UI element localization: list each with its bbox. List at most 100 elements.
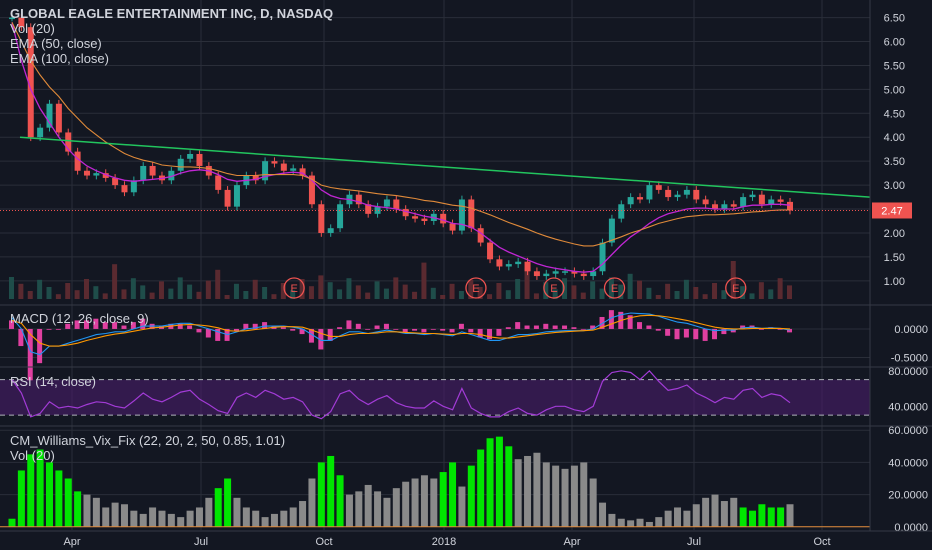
candle-body[interactable]	[571, 271, 578, 274]
candle-body[interactable]	[599, 242, 606, 272]
vix-fix-bar[interactable]	[542, 462, 550, 527]
vix-label[interactable]: CM_Williams_Vix_Fix (22, 20, 2, 50, 0.85…	[10, 433, 286, 448]
vix-fix-bar[interactable]	[195, 507, 203, 527]
vix-fix-bar[interactable]	[683, 510, 691, 527]
vix-fix-bar[interactable]	[242, 507, 250, 527]
candle-body[interactable]	[262, 161, 269, 181]
candle-body[interactable]	[487, 242, 494, 260]
vix-fix-bar[interactable]	[214, 488, 222, 527]
candle-body[interactable]	[468, 199, 475, 229]
candle-body[interactable]	[337, 204, 344, 229]
candle-body[interactable]	[149, 165, 156, 176]
candle-body[interactable]	[515, 261, 522, 265]
candle-body[interactable]	[655, 185, 662, 190]
vix-fix-bar[interactable]	[92, 497, 100, 527]
candle-body[interactable]	[749, 194, 756, 198]
candle-body[interactable]	[608, 218, 615, 243]
candle-body[interactable]	[327, 228, 334, 233]
vix-fix-pane[interactable]	[0, 436, 870, 528]
vix-fix-bar[interactable]	[608, 513, 616, 527]
candle-body[interactable]	[65, 132, 72, 152]
vix-fix-bar[interactable]	[599, 502, 607, 527]
vix-fix-bar[interactable]	[327, 455, 335, 527]
candle-body[interactable]	[712, 204, 719, 210]
last-price-badge[interactable]	[872, 202, 912, 219]
vix-fix-bar[interactable]	[636, 518, 644, 527]
candle-body[interactable]	[177, 158, 184, 171]
candle-body[interactable]	[580, 273, 587, 277]
candle-body[interactable]	[646, 185, 653, 200]
candle-body[interactable]	[402, 209, 409, 217]
candle-body[interactable]	[562, 271, 569, 273]
candle-body[interactable]	[768, 199, 775, 205]
vix-fix-bar[interactable]	[233, 497, 241, 527]
y-tick-label[interactable]: 5.50	[884, 60, 905, 72]
candle-body[interactable]	[233, 185, 240, 207]
vix-fix-bar[interactable]	[439, 472, 447, 527]
vix-fix-bar[interactable]	[570, 465, 578, 527]
candle-body[interactable]	[543, 273, 550, 277]
macd-label[interactable]: MACD (12, 26, close, 9)	[10, 311, 149, 326]
vix-fix-bar[interactable]	[149, 507, 157, 527]
candle-body[interactable]	[93, 173, 100, 176]
x-tick-label[interactable]: Jul	[687, 536, 701, 548]
y-tick-label[interactable]: 3.00	[884, 180, 905, 192]
candle-body[interactable]	[383, 199, 390, 207]
vix-fix-bar[interactable]	[383, 497, 391, 527]
vix-fix-bar[interactable]	[120, 504, 128, 527]
vix-fix-bar[interactable]	[655, 517, 663, 527]
vix-fix-bar[interactable]	[111, 502, 119, 527]
candle-body[interactable]	[130, 180, 137, 193]
candle-body[interactable]	[121, 185, 128, 193]
vix-fix-bar[interactable]	[355, 491, 363, 527]
vix-vol-label[interactable]: Vol (20)	[10, 448, 55, 463]
candle-body[interactable]	[440, 213, 447, 224]
vix-fix-bar[interactable]	[64, 478, 72, 527]
candle-body[interactable]	[196, 154, 203, 166]
y-tick-label[interactable]: 6.00	[884, 37, 905, 49]
candle-body[interactable]	[55, 103, 62, 133]
vix-fix-bar[interactable]	[767, 507, 775, 527]
candle-body[interactable]	[458, 199, 465, 231]
candle-body[interactable]	[187, 154, 194, 159]
macd-signal-line[interactable]	[11, 314, 791, 347]
candle-body[interactable]	[308, 175, 315, 205]
chart-title[interactable]: GLOBAL EAGLE ENTERTAINMENT INC, D, NASDA…	[10, 6, 334, 21]
candle-body[interactable]	[505, 264, 512, 267]
vix-fix-bar[interactable]	[205, 497, 213, 527]
rsi-tick-label[interactable]: 40.0000	[888, 401, 928, 413]
candle-body[interactable]	[271, 161, 278, 164]
vix-fix-bar[interactable]	[74, 491, 82, 527]
y-tick-label[interactable]: 1.50	[884, 252, 905, 264]
vix-fix-bar[interactable]	[420, 475, 428, 527]
vix-fix-bar[interactable]	[477, 449, 485, 527]
candle-body[interactable]	[252, 175, 259, 181]
x-tick-label[interactable]: Oct	[315, 536, 332, 548]
candle-body[interactable]	[777, 199, 784, 202]
candle-body[interactable]	[46, 103, 53, 128]
vix-fix-bar[interactable]	[449, 462, 457, 527]
last-price-text[interactable]: 2.47	[881, 205, 902, 217]
vix-fix-bar[interactable]	[758, 504, 766, 527]
candle-body[interactable]	[280, 163, 287, 171]
vix-fix-bar[interactable]	[777, 507, 785, 527]
vix-fix-bar[interactable]	[533, 452, 541, 527]
candle-body[interactable]	[355, 194, 362, 205]
rsi-pane[interactable]	[11, 369, 791, 420]
vix-fix-bar[interactable]	[711, 494, 719, 527]
vix-fix-bar[interactable]	[45, 462, 53, 527]
ema-100-line[interactable]	[11, 22, 790, 247]
candle-body[interactable]	[665, 189, 672, 198]
x-tick-label[interactable]: Apr	[563, 536, 580, 548]
vix-fix-bar[interactable]	[317, 462, 325, 527]
candle-body[interactable]	[27, 27, 34, 138]
vix-fix-bar[interactable]	[617, 518, 625, 527]
rsi-label[interactable]: RSI (14, close)	[10, 374, 96, 389]
vix-fix-bar[interactable]	[364, 484, 372, 527]
candle-body[interactable]	[412, 216, 419, 219]
ema-50-line[interactable]	[11, 22, 791, 273]
vix-fix-bar[interactable]	[17, 470, 25, 527]
vix-fix-bar[interactable]	[495, 436, 503, 527]
y-tick-label[interactable]: 5.00	[884, 84, 905, 96]
